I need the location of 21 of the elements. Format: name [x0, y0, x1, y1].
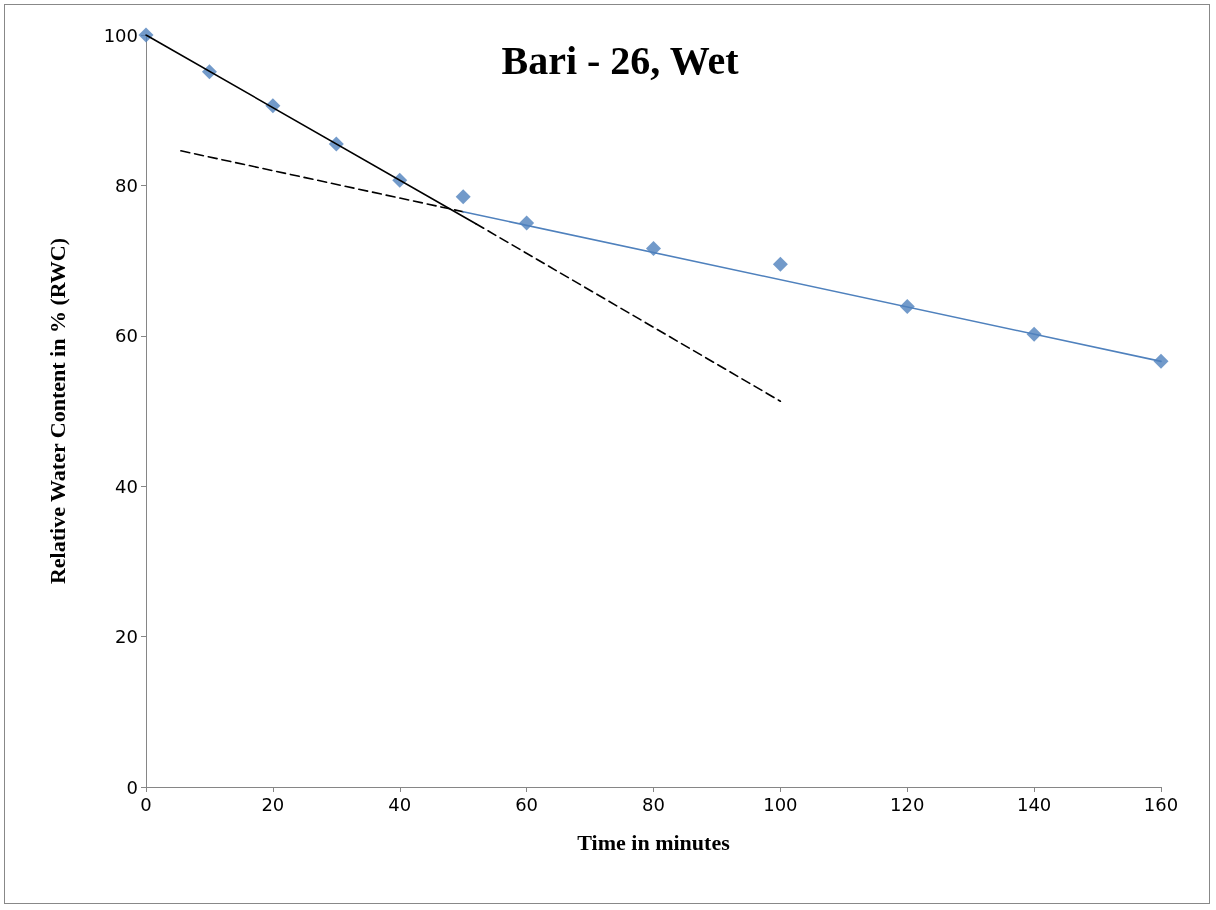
- y-tick-label: 0: [126, 776, 138, 798]
- y-tick-label: 40: [115, 475, 138, 497]
- y-tick-label: 60: [115, 325, 138, 347]
- x-tick-label: 40: [388, 793, 412, 815]
- x-tick-label: 80: [642, 793, 665, 815]
- x-tick-label: 20: [261, 793, 285, 815]
- point: [138, 27, 154, 43]
- chart-title: Bari - 26, Wet: [501, 37, 740, 83]
- point: [455, 189, 471, 205]
- x-tick-label: 120: [890, 793, 925, 815]
- y-tick-label: 20: [115, 626, 138, 648]
- y-axis-title: Relative Water Content in % (RWC): [44, 237, 70, 585]
- x-tick-label: 140: [1016, 793, 1052, 815]
- y-tick-label: 80: [115, 174, 138, 196]
- x-axis-title: Time in minutes: [577, 829, 731, 855]
- x-tick-label: 100: [763, 793, 798, 815]
- x-tick-label: 160: [1143, 793, 1179, 815]
- x-tick-label: 60: [515, 793, 539, 815]
- x-tick-label: 0: [140, 793, 152, 815]
- y-tick-label: 100: [103, 24, 138, 46]
- point: [772, 256, 788, 272]
